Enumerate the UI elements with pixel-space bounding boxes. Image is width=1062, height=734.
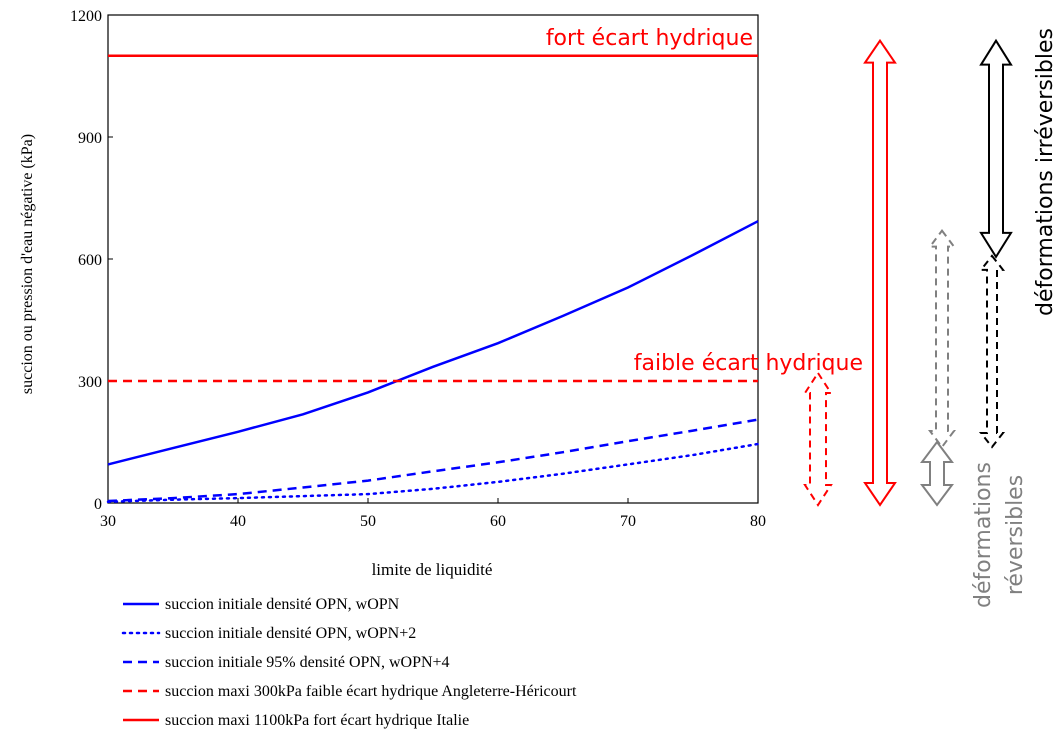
x-tick-label: 70 [620, 513, 636, 530]
y-tick-label: 600 [78, 252, 102, 269]
plot-frame [107, 14, 759, 504]
x-axis-label: limite de liquidité [372, 560, 493, 579]
y-tick-label: 0 [94, 496, 102, 513]
x-tick-label: 40 [230, 513, 246, 530]
y-axis-label: succion ou pression d'eau négative (kPa) [19, 134, 36, 394]
reversible-arrow [920, 440, 954, 507]
annotation-irreversible: déformations irréversibles [1033, 28, 1058, 316]
strong-gap-arrow [863, 38, 897, 507]
annotation-strong-gap: fort écart hydrique [546, 26, 753, 51]
annotation-weak-gap: faible écart hydrique [634, 351, 863, 376]
arrows-layer [803, 38, 1013, 507]
weak-gap-arrow [803, 371, 833, 507]
axis-labels: limite de liquidité succion ou pression … [19, 134, 492, 579]
legend-label: succion maxi 1100kPa fort écart hydrique… [165, 712, 469, 729]
y-tick-label: 900 [78, 130, 102, 147]
legend: succion initiale densité OPN, wOPN succio… [121, 596, 577, 729]
axes: 30 40 50 60 70 80 0 300 600 900 1200 [70, 8, 766, 530]
series-layer [106, 54, 760, 504]
irreversible-range-arrow [978, 254, 1006, 449]
series-line-1 [107, 220, 759, 466]
x-tick-label: 30 [100, 513, 116, 530]
irreversible-arrow [979, 38, 1013, 259]
legend-label: succion initiale densité OPN, wOPN [165, 596, 400, 613]
y-tick-label: 300 [78, 374, 102, 391]
x-tick-label: 80 [750, 513, 766, 530]
series-line-2 [106, 442, 760, 504]
series-line-3 [107, 418, 759, 503]
annotation-reversible-line1: déformations [971, 462, 996, 608]
legend-label: succion maxi 300kPa faible écart hydriqu… [165, 683, 577, 700]
reversible-range-arrow [928, 229, 956, 449]
annotations-layer: fort écart hydrique faible écart hydriqu… [546, 26, 1058, 608]
legend-label: succion initiale densité OPN, wOPN+2 [165, 625, 416, 642]
annotation-reversible-line2: réversibles [1003, 475, 1028, 595]
legend-label: succion initiale 95% densité OPN, wOPN+4 [165, 654, 450, 671]
x-tick-label: 60 [490, 513, 506, 530]
x-tick-label: 50 [360, 513, 376, 530]
y-tick-label: 1200 [70, 8, 102, 25]
